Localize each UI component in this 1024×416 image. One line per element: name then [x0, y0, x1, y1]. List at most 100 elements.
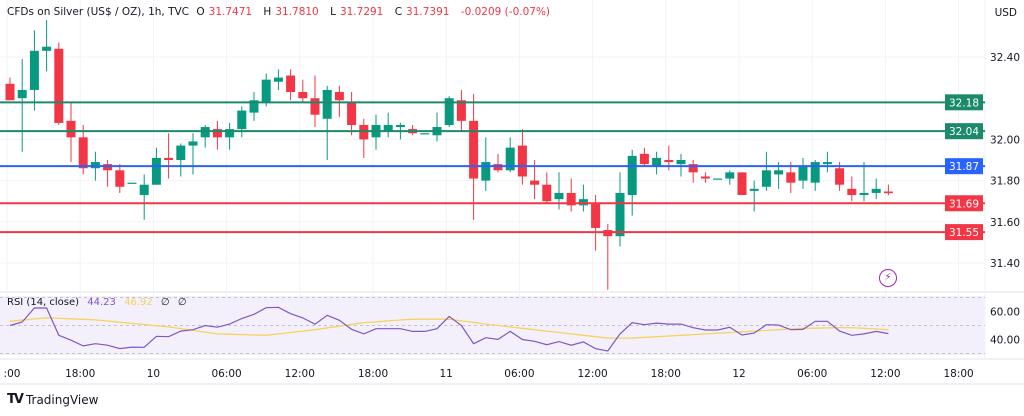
candle-bearish[interactable]	[347, 102, 357, 125]
candle-bullish[interactable]	[859, 192, 869, 196]
candle-bullish[interactable]	[420, 133, 430, 135]
rsi-ma-line	[9, 317, 889, 339]
candle-bearish[interactable]	[847, 188, 857, 196]
candle-bearish[interactable]	[66, 120, 76, 138]
candle-bullish[interactable]	[652, 157, 662, 167]
candle-bearish[interactable]	[542, 184, 552, 202]
candle-bullish[interactable]	[383, 124, 393, 132]
candle-bullish[interactable]	[225, 129, 235, 138]
candle-bearish[interactable]	[103, 164, 113, 171]
candle-bearish[interactable]	[700, 176, 710, 179]
candle-bearish[interactable]	[115, 170, 125, 187]
candle-bearish[interactable]	[566, 192, 576, 206]
time-axis-label[interactable]: 06:00	[797, 368, 827, 380]
candle-bearish[interactable]	[359, 124, 369, 140]
candle-bullish[interactable]	[249, 100, 259, 113]
candle-bullish[interactable]	[761, 170, 771, 187]
time-axis-label[interactable]: 11	[440, 368, 453, 380]
candle-bullish[interactable]	[627, 155, 637, 196]
candle-bullish[interactable]	[17, 89, 27, 99]
candle-bullish[interactable]	[713, 178, 723, 180]
candle-bullish[interactable]	[481, 162, 491, 181]
candle-bearish[interactable]	[334, 92, 344, 101]
candle-bearish[interactable]	[310, 98, 320, 115]
candle-bearish[interactable]	[164, 157, 174, 160]
lightning-icon[interactable]: ⚡	[879, 269, 897, 287]
candle-bearish[interactable]	[883, 191, 893, 194]
rsi-title[interactable]: RSI (14, close)	[7, 297, 80, 308]
candle-bullish[interactable]	[871, 188, 881, 193]
candle-bearish[interactable]	[835, 168, 845, 185]
candle-bullish[interactable]	[774, 170, 784, 175]
candle-bullish[interactable]	[151, 157, 161, 185]
rsi-axis-label: 60.00	[990, 307, 1020, 319]
time-axis-label[interactable]: 18:00	[651, 368, 681, 380]
time-axis-label[interactable]: 18:00	[65, 368, 95, 380]
candle-bullish[interactable]	[749, 188, 759, 191]
candle-bullish[interactable]	[615, 192, 625, 237]
candle-bullish[interactable]	[90, 162, 100, 169]
symbol-title[interactable]: CFDs on Silver (US$ / OZ), 1h, TVC	[7, 6, 190, 18]
candle-bearish[interactable]	[786, 172, 796, 183]
level-price-label: 31.69	[949, 198, 979, 210]
candle-bearish[interactable]	[286, 75, 296, 93]
candle-bearish[interactable]	[78, 137, 88, 169]
chart-canvas[interactable]: :00 18:00 10 06:00 12:00 18:00 11 06:00 12:00 18:…	[0, 0, 1024, 390]
candle-bearish[interactable]	[737, 172, 747, 196]
candle-bullish[interactable]	[42, 46, 52, 51]
time-axis-label[interactable]: :00	[4, 368, 21, 380]
time-axis-label[interactable]: 12	[732, 368, 745, 380]
time-axis-label[interactable]: 06:00	[504, 368, 534, 380]
candle-bearish[interactable]	[456, 100, 466, 121]
time-axis-label[interactable]: 18:00	[358, 368, 388, 380]
time-axis-label[interactable]: 12:00	[285, 368, 315, 380]
candle-bullish[interactable]	[139, 184, 149, 196]
price-axis-label[interactable]: 31.40	[990, 258, 1020, 270]
candle-bearish[interactable]	[212, 129, 222, 138]
candle-bullish[interactable]	[200, 127, 210, 138]
candle-bearish[interactable]	[54, 48, 64, 123]
candle-bearish[interactable]	[591, 203, 601, 228]
time-axis-label[interactable]: 12:00	[870, 368, 900, 380]
candle-bullish[interactable]	[725, 172, 735, 179]
candle-bearish[interactable]	[517, 145, 527, 177]
candle-bearish[interactable]	[530, 180, 540, 185]
candle-bullish[interactable]	[273, 77, 283, 82]
candle-bullish[interactable]	[554, 192, 564, 200]
candle-bullish[interactable]	[798, 166, 808, 181]
candle-bearish[interactable]	[493, 164, 503, 171]
price-axis-label[interactable]: 32.40	[990, 52, 1020, 64]
candle-bullish[interactable]	[505, 147, 515, 171]
candle-bullish[interactable]	[822, 162, 832, 165]
candle-bullish[interactable]	[29, 50, 39, 90]
candle-bearish[interactable]	[688, 164, 698, 173]
price-axis-label[interactable]: 31.80	[990, 176, 1020, 188]
high-value: 31.7810	[275, 6, 319, 18]
tradingview-logo[interactable]: TV TradingView	[7, 392, 98, 407]
candle-bullish[interactable]	[810, 162, 820, 183]
candle-bearish[interactable]	[5, 83, 15, 101]
candle-bullish[interactable]	[395, 124, 405, 128]
currency-button[interactable]: USD	[989, 4, 1022, 22]
price-axis-label[interactable]: 31.60	[990, 217, 1020, 229]
time-axis-label[interactable]: 06:00	[211, 368, 241, 380]
candle-bullish[interactable]	[444, 98, 454, 125]
time-axis-label[interactable]: 12:00	[577, 368, 607, 380]
candle-bullish[interactable]	[261, 79, 271, 103]
time-axis-label[interactable]: 18:00	[943, 368, 973, 380]
candle-bullish[interactable]	[188, 141, 198, 146]
candle-bullish[interactable]	[127, 182, 137, 184]
candle-bearish[interactable]	[664, 160, 674, 163]
candle-bullish[interactable]	[578, 199, 588, 206]
candle-bullish[interactable]	[322, 89, 332, 119]
price-axis-label[interactable]: 32.00	[990, 134, 1020, 146]
candle-bullish[interactable]	[237, 110, 247, 130]
candle-bearish[interactable]	[469, 120, 479, 179]
candle-bearish[interactable]	[639, 153, 649, 165]
candle-bearish[interactable]	[298, 92, 308, 99]
candle-bullish[interactable]	[176, 145, 186, 160]
time-axis-label[interactable]: 10	[147, 368, 160, 380]
level-price-label: 31.55	[949, 227, 979, 239]
candle-bullish[interactable]	[676, 160, 686, 165]
candle-bearish[interactable]	[603, 230, 613, 237]
